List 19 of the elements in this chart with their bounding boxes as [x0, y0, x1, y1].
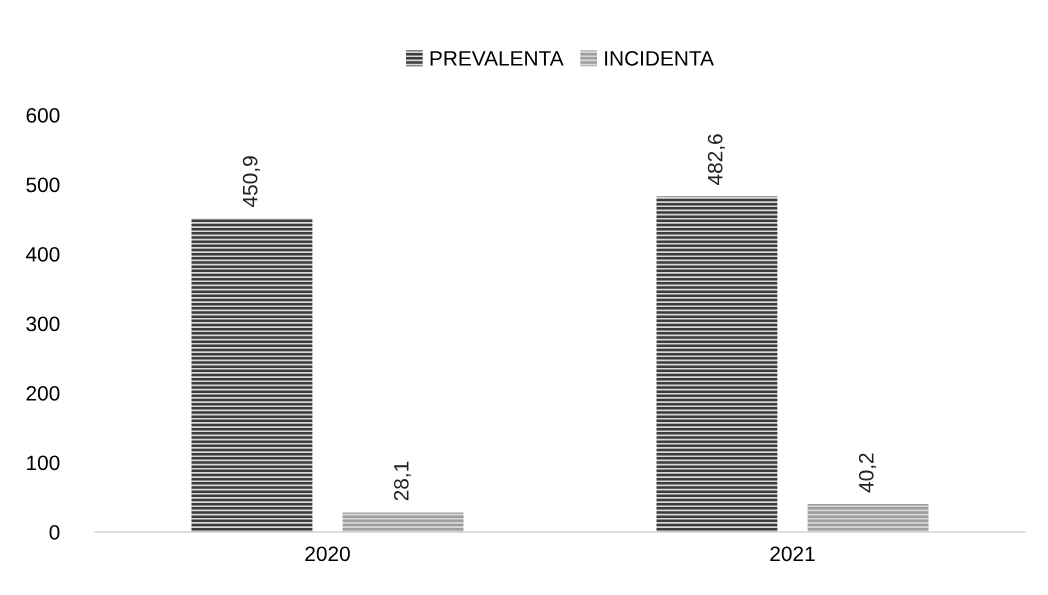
data-label: 40,2 [858, 453, 877, 493]
y-tick-label: 300 [26, 316, 60, 332]
y-tick-label: 600 [26, 108, 60, 123]
legend-label: INCIDENTA [605, 51, 714, 66]
bar [656, 196, 778, 532]
data-label: 482,6 [707, 134, 725, 185]
y-tick-label: 200 [26, 386, 60, 401]
data-label: 450,9 [242, 156, 260, 208]
y-tick-label: 500 [26, 177, 60, 193]
data-label: 28,1 [393, 461, 412, 501]
y-tick-label: 400 [26, 247, 60, 262]
legend-label: PREVALENTA [430, 51, 564, 66]
bar [807, 504, 929, 532]
y-tick-label: 100 [27, 455, 60, 471]
x-tick-label: 2021 [770, 546, 815, 562]
bar [342, 512, 464, 532]
bar [191, 218, 313, 532]
y-tick-label: 0 [49, 525, 60, 540]
x-tick-label: 2020 [305, 546, 350, 562]
